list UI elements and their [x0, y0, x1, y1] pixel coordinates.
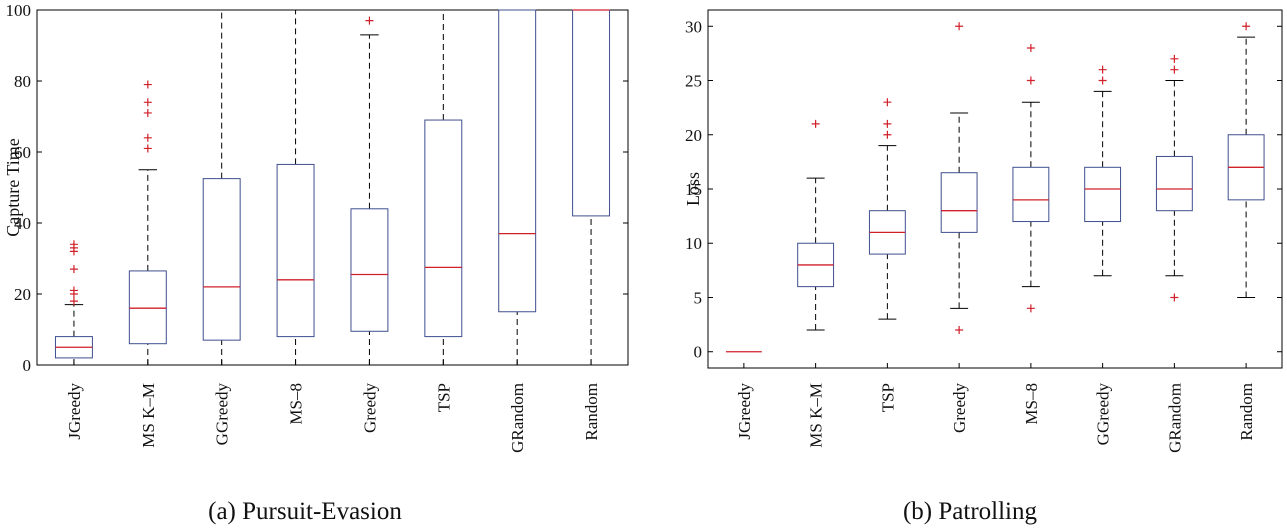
outlier-point — [1026, 43, 1035, 52]
outlier-point — [1170, 65, 1179, 74]
y-axis-label: Capture Time — [3, 138, 23, 237]
y-tick-label: 5 — [694, 288, 703, 307]
box-tsp — [424, 10, 463, 366]
y-tick-label: 20 — [685, 126, 702, 145]
x-tick-label-jgreedy: JGreedy — [65, 383, 84, 440]
iqr-box — [276, 163, 315, 338]
box-grandom — [498, 9, 537, 366]
y-tick-label: 20 — [14, 285, 31, 304]
chart-caption: (a) Pursuit-Evasion — [208, 498, 402, 525]
outlier-point — [1170, 54, 1179, 63]
iqr-box — [498, 9, 537, 313]
y-tick-label: 100 — [6, 1, 32, 20]
y-axis-label: Loss — [683, 172, 703, 206]
outlier-point — [883, 119, 892, 128]
box-ms-8 — [1012, 43, 1050, 313]
iqr-box — [940, 172, 978, 233]
box-ms-k-m — [797, 119, 835, 331]
iqr-box — [424, 119, 463, 338]
iqr-box — [128, 270, 167, 345]
y-axis: 0 20 40 60 80 100 — [6, 1, 628, 375]
outlier-point — [883, 130, 892, 139]
box-greedy — [940, 22, 978, 335]
iqr-box — [202, 178, 241, 341]
pursuit-evasion-chart: 0 20 40 60 80 100 JGreedy MS K–M GGreedy MS–8 Gre… — [3, 1, 629, 525]
x-tick-label-greedy: Greedy — [360, 383, 379, 434]
outlier-point — [1170, 293, 1179, 302]
y-axis: 0 5 10 15 20 25 30 — [685, 17, 1282, 362]
plot-frame — [36, 9, 629, 366]
x-tick-label-ggreedy: GGreedy — [1094, 383, 1113, 446]
y-tick-label: 0 — [23, 356, 32, 375]
x-tick-label-ms-8: MS–8 — [1022, 383, 1041, 425]
iqr-box — [1012, 166, 1050, 223]
box-ms-8 — [276, 10, 315, 366]
y-tick-label: 40 — [14, 214, 31, 233]
outlier-point — [1098, 65, 1107, 74]
outlier-point — [811, 119, 820, 128]
x-tick-label-greedy: Greedy — [950, 383, 969, 434]
box-greedy — [350, 16, 389, 366]
outlier-point — [143, 98, 152, 107]
x-tick-label-ms-k-m: MS K–M — [139, 383, 158, 448]
x-tick-label-grandom: GRandom — [1165, 383, 1184, 453]
x-tick-label-random: Random — [582, 383, 601, 441]
y-tick-label: 80 — [14, 72, 31, 91]
y-tick-label: 30 — [685, 17, 702, 36]
x-tick-label-jgreedy: JGreedy — [735, 383, 754, 440]
y-tick-label: 60 — [14, 143, 31, 162]
x-axis: JGreedy MS K–M TSP Greedy MS–8 GGreedy GRandom… — [735, 363, 1256, 453]
plot-area — [54, 9, 611, 366]
box-grandom — [1155, 54, 1193, 302]
outlier-point — [143, 80, 152, 89]
x-axis: JGreedy MS K–M GGreedy MS–8 Greedy TSP GRandom… — [65, 360, 601, 453]
iqr-box — [572, 9, 611, 217]
outlier-point — [1026, 304, 1035, 313]
y-tick-label: 0 — [694, 343, 703, 362]
x-tick-label-tsp: TSP — [878, 383, 897, 412]
x-tick-label-ms-k-m: MS K–M — [807, 383, 826, 448]
outlier-point — [69, 265, 78, 274]
outlier-point — [365, 16, 374, 25]
box-random — [1227, 22, 1265, 298]
outlier-point — [69, 297, 78, 306]
x-tick-label-ggreedy: GGreedy — [213, 383, 232, 446]
outlier-point — [1242, 22, 1251, 31]
outlier-point — [1098, 76, 1107, 85]
outlier-point — [955, 326, 964, 335]
plot-frame — [707, 9, 1283, 369]
chart-caption: (b) Patrolling — [903, 498, 1038, 525]
patrolling-chart: 0 5 10 15 20 25 30 JGreedy MS K–M TSP Greedy MS–8 G… — [683, 9, 1283, 525]
outlier-point — [143, 108, 152, 117]
outlier-point — [883, 98, 892, 107]
x-tick-label-random: Random — [1237, 383, 1256, 441]
box-ggreedy — [202, 10, 241, 366]
outlier-point — [955, 22, 964, 31]
outlier-point — [1026, 76, 1035, 85]
x-tick-label-grandom: GRandom — [508, 383, 527, 453]
box-random — [572, 9, 611, 366]
box-ggreedy — [1084, 65, 1122, 277]
box-ms-k-m — [128, 80, 167, 366]
outlier-point — [69, 240, 78, 249]
plot-area — [725, 22, 1265, 353]
iqr-box — [350, 208, 389, 332]
box-tsp — [868, 98, 906, 320]
x-tick-label-ms-8: MS–8 — [287, 383, 306, 425]
y-tick-label: 25 — [685, 72, 702, 91]
iqr-box — [1084, 166, 1122, 223]
iqr-box — [1155, 155, 1193, 212]
outlier-point — [143, 133, 152, 142]
box-jgreedy — [54, 240, 93, 366]
x-tick-label-tsp: TSP — [434, 383, 453, 412]
outlier-point — [143, 144, 152, 153]
outlier-point — [69, 286, 78, 295]
y-tick-label: 15 — [685, 180, 702, 199]
y-tick-label: 10 — [685, 234, 702, 253]
